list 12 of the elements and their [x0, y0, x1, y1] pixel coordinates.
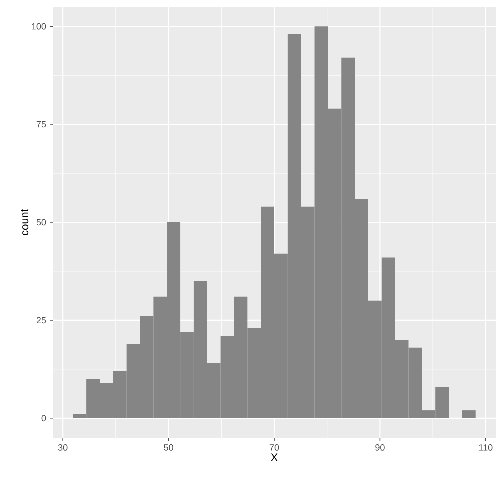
x-tick-label: 90 [376, 444, 385, 451]
x-tick-label: 50 [164, 444, 174, 451]
y-tick-label: 75 [36, 121, 46, 128]
x-tick-label: 30 [58, 444, 68, 451]
y-tick-label: 100 [32, 23, 46, 30]
y-axis-title: count [21, 209, 29, 236]
y-tick-label: 25 [36, 317, 46, 324]
x-tick-label: 70 [270, 444, 280, 451]
x-axis-title: X [271, 454, 278, 462]
y-tick-label: 0 [42, 415, 46, 422]
y-tick-label: 50 [36, 219, 46, 226]
x-tick-label: 110 [479, 444, 493, 451]
